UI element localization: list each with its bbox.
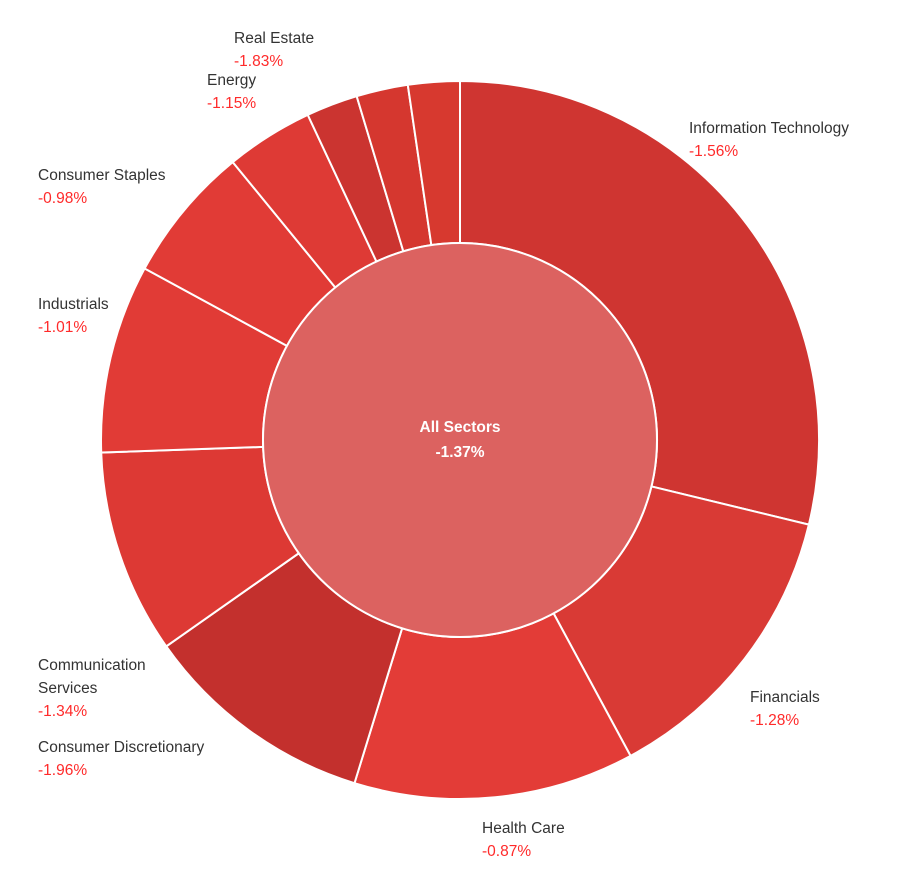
change-real-estate: -1.83%: [234, 53, 283, 70]
change-energy: -1.15%: [207, 95, 256, 112]
label-industrials: Industrials: [38, 296, 109, 313]
label-information-technology: Information Technology: [689, 120, 849, 137]
label-communication-services-line-1: Communication: [38, 657, 146, 674]
label-health-care: Health Care: [482, 820, 565, 837]
label-financials: Financials: [750, 689, 820, 706]
change-financials: -1.28%: [750, 712, 799, 729]
label-consumer-staples: Consumer Staples: [38, 167, 166, 184]
change-consumer-discretionary: -1.96%: [38, 762, 87, 779]
outer-ring: [100, 79, 820, 800]
label-real-estate: Real Estate: [234, 30, 314, 47]
change-consumer-staples: -0.98%: [38, 190, 87, 207]
change-industrials: -1.01%: [38, 319, 87, 336]
center-change: -1.37%: [435, 444, 484, 461]
change-communication-services: -1.34%: [38, 703, 87, 720]
center-circle[interactable]: [262, 242, 658, 638]
change-health-care: -0.87%: [482, 843, 531, 860]
change-information-technology: -1.56%: [689, 143, 738, 160]
center-label: All Sectors: [420, 419, 501, 436]
slice-labels: Information Technology -1.56% Financials -1…: [38, 30, 849, 860]
label-consumer-discretionary: Consumer Discretionary: [38, 739, 204, 756]
center-group[interactable]: All Sectors -1.37%: [262, 242, 658, 638]
label-energy: Energy: [207, 72, 256, 89]
label-communication-services-line-2: Services: [38, 680, 98, 697]
